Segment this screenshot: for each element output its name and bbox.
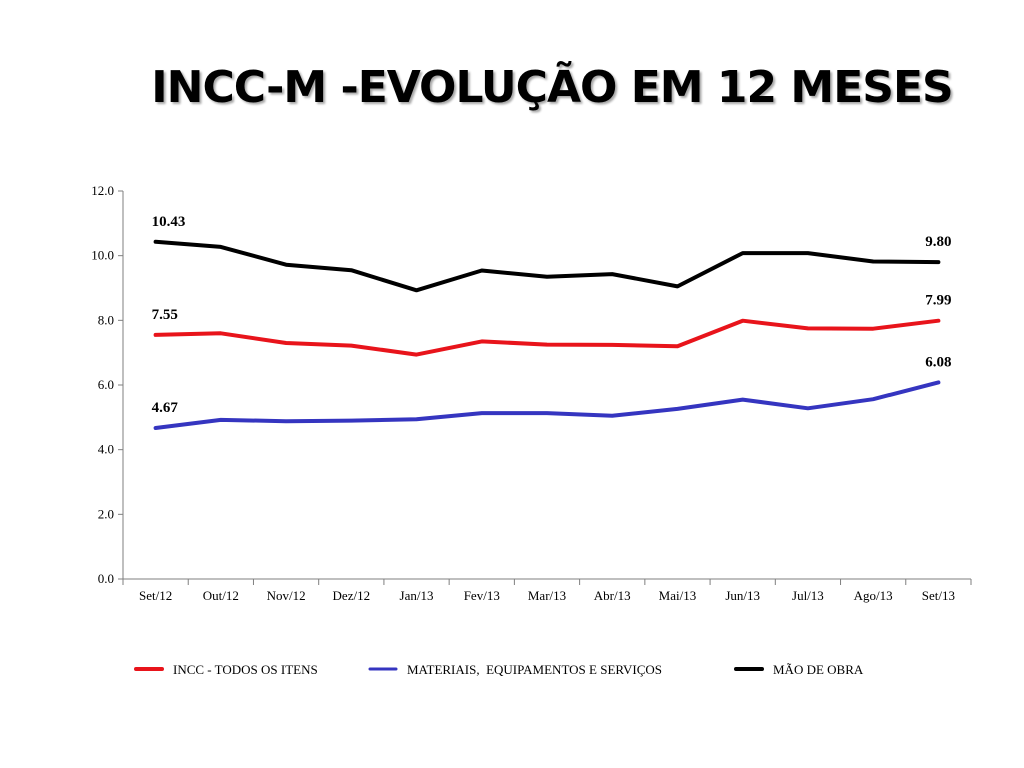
data-label: 6.08 — [925, 354, 951, 370]
y-tick-label: 0.0 — [98, 571, 114, 586]
data-label: 4.67 — [152, 400, 179, 416]
x-tick-label: Fev/13 — [464, 588, 500, 603]
data-label: 9.80 — [925, 234, 951, 250]
chart-legend: INCC - TODOS OS ITENS MATERIAIS, EQUIPAME… — [134, 662, 864, 677]
y-tick-label: 2.0 — [98, 506, 114, 521]
data-label: 7.55 — [152, 307, 178, 323]
x-tick-label: Abr/13 — [594, 588, 631, 603]
y-tick-label: 8.0 — [98, 312, 114, 327]
y-tick-label: 10.0 — [91, 248, 114, 263]
x-tick-label: Mar/13 — [528, 588, 566, 603]
series-line — [153, 380, 941, 430]
x-tick-label: Dez/12 — [333, 588, 371, 603]
series-line — [153, 318, 941, 357]
chart-axes: 0.0 2.0 4.0 6.0 8.0 10.0 12.0 Set/12 Out/12 Nov/1… — [91, 183, 972, 603]
y-tick-label: 12.0 — [91, 183, 114, 198]
chart-series — [153, 239, 941, 430]
chart-data-labels: 7.55 7.99 4.67 6.08 10.43 9.80 — [152, 214, 952, 416]
x-tick-label: Jul/13 — [792, 588, 824, 603]
legend-label: MATERIAIS, EQUIPAMENTOS E SERVIÇOS — [407, 662, 662, 677]
x-tick-label: Mai/13 — [659, 588, 697, 603]
x-tick-label: Out/12 — [203, 588, 239, 603]
x-tick-label: Nov/12 — [267, 588, 306, 603]
x-tick-label: Jan/13 — [400, 588, 434, 603]
legend-label: INCC - TODOS OS ITENS — [173, 662, 318, 677]
x-tick-label: Jun/13 — [725, 588, 760, 603]
slide-title: INCC-M -EVOLUÇÃO EM 12 MESES — [151, 62, 953, 113]
x-tick-label: Set/13 — [922, 588, 955, 603]
x-tick-label: Ago/13 — [854, 588, 893, 603]
y-tick-label: 4.0 — [98, 442, 114, 457]
data-label: 7.99 — [925, 293, 951, 309]
y-tick-label: 6.0 — [98, 377, 114, 392]
legend-label: MÃO DE OBRA — [773, 662, 864, 677]
x-tick-label: Set/12 — [139, 588, 172, 603]
data-label: 10.43 — [152, 214, 186, 230]
series-line — [153, 239, 941, 293]
